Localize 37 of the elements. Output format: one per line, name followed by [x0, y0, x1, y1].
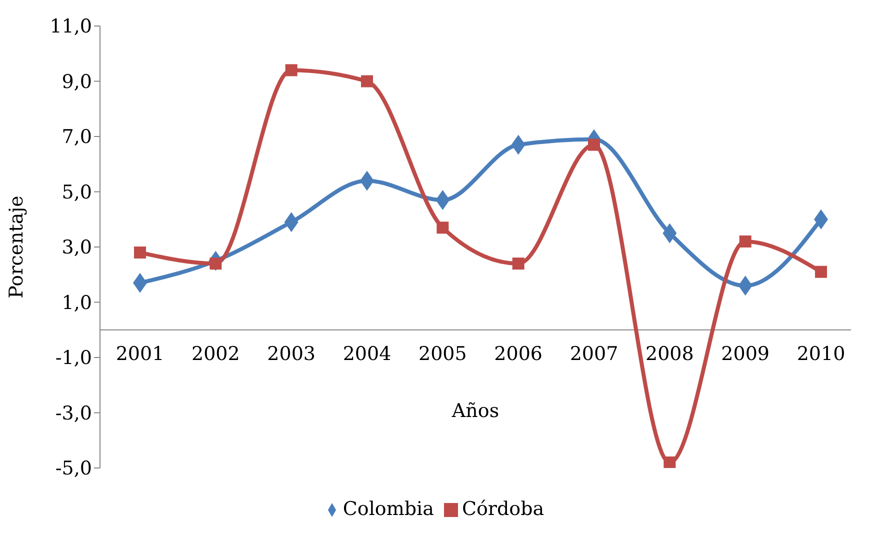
point — [511, 134, 526, 155]
y-tick-label: -1,0 — [55, 347, 92, 370]
point — [815, 266, 827, 278]
point — [361, 75, 373, 88]
x-tick-label: 2001 — [116, 342, 164, 365]
y-tick-label: 11,0 — [50, 16, 92, 38]
point — [664, 456, 676, 468]
y-axis-title: Porcentaje — [6, 196, 28, 298]
point — [662, 223, 677, 244]
point — [512, 258, 524, 270]
x-axis-title: Años — [450, 400, 500, 422]
legend-label: Colombia — [342, 498, 434, 520]
y-tick-label: -5,0 — [55, 458, 92, 480]
x-tick-label: 2007 — [570, 342, 618, 365]
point — [588, 138, 600, 151]
point — [285, 64, 298, 76]
point — [739, 235, 752, 248]
point — [436, 190, 450, 210]
x-tick-label: 2004 — [342, 342, 392, 365]
x-tick-label: 2008 — [645, 342, 694, 365]
point — [134, 246, 146, 259]
y-tick-label: 3,0 — [62, 236, 92, 259]
x-tick-label: 2003 — [267, 342, 316, 365]
y-tick-label: -3,0 — [55, 402, 92, 424]
x-tick-label: 2009 — [721, 342, 770, 365]
y-tick-label: 9,0 — [62, 70, 92, 93]
point — [436, 222, 449, 234]
point — [738, 276, 752, 296]
y-tick-label: 5,0 — [62, 181, 92, 204]
y-tick-label: 1,0 — [62, 292, 92, 314]
legend-label: Córdoba — [462, 498, 544, 520]
x-tick-label: 2010 — [796, 342, 846, 365]
y-tick-label: 7,0 — [62, 126, 92, 148]
x-tick-label: 2005 — [418, 342, 467, 365]
point — [284, 212, 298, 232]
x-tick-label: 2002 — [191, 342, 240, 365]
x-tick-label: 2006 — [494, 342, 543, 365]
